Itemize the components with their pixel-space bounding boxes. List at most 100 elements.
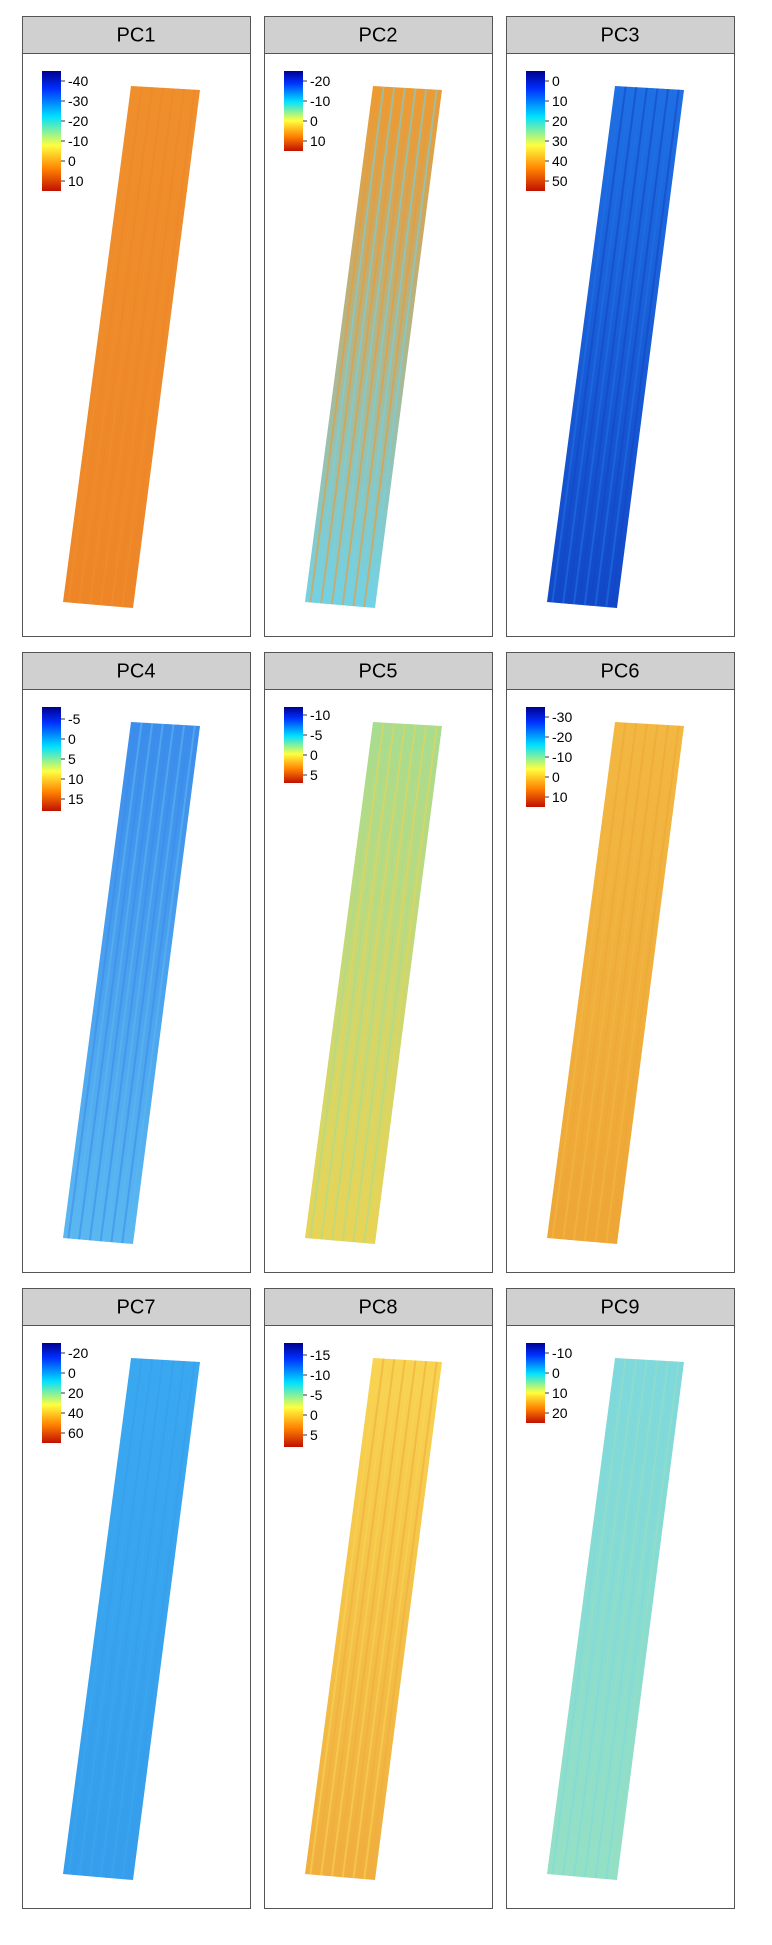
colorbar-tick-label: 20: [552, 113, 568, 129]
raster-streak: [121, 1361, 191, 1880]
raster-streak: [330, 87, 401, 605]
panel-title: PC1: [117, 25, 156, 47]
raster-streak: [578, 1359, 648, 1877]
raster-streak: [562, 722, 632, 1240]
raster-streak: [314, 86, 385, 604]
colorbar-tick-label: -20: [68, 113, 88, 129]
colorbar: [42, 71, 61, 191]
raster-streak: [594, 88, 664, 607]
colorbar: [526, 71, 545, 191]
raster-streak: [72, 86, 143, 604]
raster-streak: [67, 722, 138, 1239]
raster-streak: [352, 724, 422, 1243]
raster-streak: [110, 1360, 180, 1879]
raster-streak: [357, 724, 428, 1243]
colorbar-tick-label: 5: [310, 1427, 318, 1443]
colorbar-tick-label: -30: [68, 93, 88, 109]
raster-strip: [547, 1358, 684, 1880]
raster-streak: [589, 88, 659, 606]
colorbar-tick-label: 0: [68, 153, 76, 169]
raster-streak: [309, 722, 380, 1239]
raster-streak: [105, 88, 175, 606]
raster-streak: [88, 1359, 159, 1877]
raster-streak: [121, 725, 191, 1244]
colorbar-tick-label: 0: [552, 1365, 560, 1381]
colorbar-tick-label: -15: [310, 1347, 330, 1363]
raster-streak: [72, 722, 143, 1240]
raster-streak: [67, 86, 138, 603]
colorbar-tick-label: -40: [68, 73, 88, 89]
colorbar-tick-label: 0: [68, 731, 76, 747]
raster-streak: [341, 1360, 412, 1878]
colorbar-tick-label: 40: [68, 1405, 84, 1421]
panel-title: PC9: [601, 1297, 640, 1319]
raster-strip: [305, 86, 442, 608]
raster-streak: [347, 1360, 417, 1878]
raster-streak: [330, 1359, 401, 1877]
raster-streak: [83, 87, 154, 604]
panel: PC6 -30 -20 -10 0 10: [506, 652, 735, 1273]
panel-header: [506, 16, 735, 54]
panel: PC4 -5 0 5 10 15: [22, 652, 251, 1273]
colorbar-tick-label: 20: [552, 1405, 568, 1421]
colorbar-tick-label: -10: [552, 1345, 572, 1361]
panel-title: PC4: [117, 661, 156, 683]
raster-strip: [63, 86, 200, 608]
colorbar: [42, 1343, 61, 1443]
raster-streak: [599, 88, 670, 607]
colorbar-tick-label: 30: [552, 133, 568, 149]
raster-strip: [305, 1358, 442, 1880]
raster-streak: [314, 722, 385, 1240]
colorbar-tick-label: 10: [310, 133, 326, 149]
raster-streak: [78, 1358, 148, 1876]
colorbar-tick-label: -5: [310, 1387, 323, 1403]
colorbar-tick-label: -20: [68, 1345, 88, 1361]
raster-streak: [121, 89, 191, 608]
raster-streak: [67, 1358, 138, 1875]
panel-header: [506, 652, 735, 690]
raster-strip: [63, 722, 200, 1244]
raster-streak: [110, 88, 180, 607]
colorbar-tick-label: -5: [310, 727, 323, 743]
raster-streak: [368, 1361, 438, 1880]
raster-streak: [330, 723, 401, 1241]
raster-streak: [99, 1360, 170, 1878]
raster-streak: [583, 724, 654, 1242]
raster-streak: [578, 723, 648, 1241]
raster-streak: [352, 88, 422, 607]
panel-header: [264, 1288, 493, 1326]
raster-streak: [88, 87, 159, 605]
raster-streak: [320, 1358, 390, 1876]
raster-streak: [610, 89, 680, 608]
raster-streak: [357, 1360, 428, 1879]
raster-streak: [556, 722, 627, 1240]
raster-streak: [325, 723, 396, 1240]
raster-streak: [320, 722, 390, 1240]
panel: PC8 -15 -10 -5 0 5: [264, 1288, 493, 1909]
colorbar-tick-label: 10: [552, 1385, 568, 1401]
raster-streak: [341, 724, 412, 1242]
colorbar: [284, 707, 303, 783]
raster-streak: [94, 723, 164, 1241]
raster-streak: [320, 86, 390, 604]
raster-streak: [605, 1361, 675, 1880]
raster-streak: [594, 724, 664, 1243]
colorbar-tick-label: -10: [68, 133, 88, 149]
colorbar-tick-label: 60: [68, 1425, 84, 1441]
raster-streak: [115, 88, 186, 607]
colorbar-tick-label: 50: [552, 173, 568, 189]
colorbar-tick-label: -10: [310, 707, 330, 723]
colorbar-tick-label: 15: [68, 791, 84, 807]
raster-streak: [567, 87, 638, 604]
raster-strip: [547, 86, 684, 608]
raster-streak: [72, 1358, 143, 1876]
colorbar-tick-label: 5: [310, 767, 318, 783]
raster-streak: [363, 725, 433, 1244]
raster-streak: [352, 1360, 422, 1879]
raster-streak: [336, 723, 406, 1241]
raster-streak: [363, 1361, 433, 1880]
raster-streak: [94, 1359, 164, 1877]
raster-streak: [583, 88, 654, 606]
